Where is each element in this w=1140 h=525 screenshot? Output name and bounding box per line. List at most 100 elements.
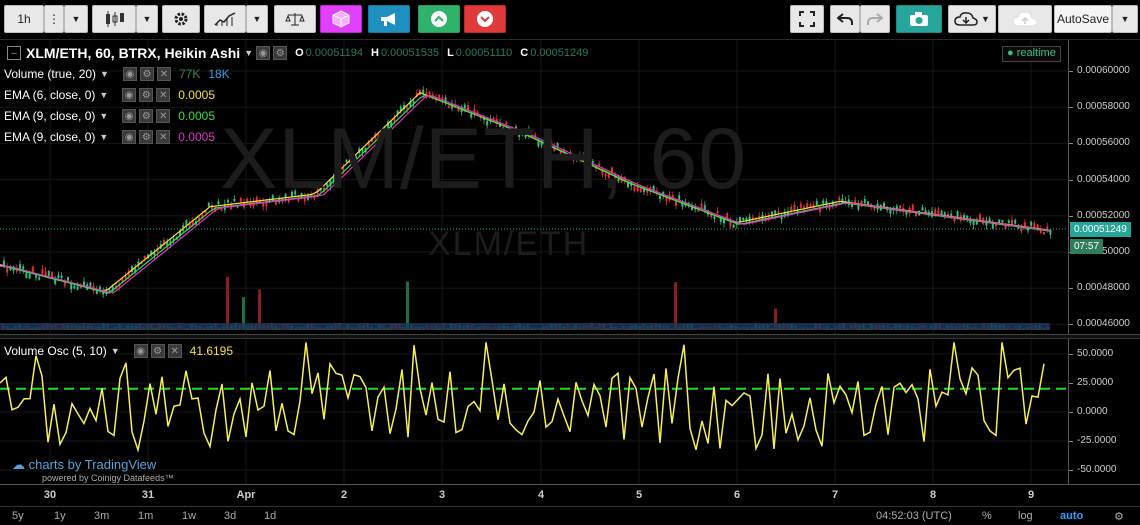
candle [265, 200, 268, 207]
candle [787, 211, 789, 216]
gear-icon[interactable]: ⚙ [139, 109, 154, 123]
redo-button[interactable] [860, 5, 890, 33]
osc-name[interactable]: Volume Osc (5, 10) [4, 344, 107, 358]
candle [239, 197, 242, 202]
oscillator-axis[interactable]: 50.0000 25.0000 0.0000 -25.0000 -50.0000 [1068, 339, 1140, 484]
chart-type-dropdown[interactable]: ▼ [136, 5, 158, 33]
candle [31, 266, 34, 272]
buy-button[interactable] [418, 5, 460, 33]
range-button-1m[interactable]: 1m [138, 510, 154, 522]
candle [335, 172, 338, 178]
save-layout-button[interactable] [998, 5, 1052, 33]
osc-axis-label: -25.0000 [1077, 435, 1117, 446]
price-axis-label: 0.00052000 [1077, 209, 1130, 221]
range-button-1y[interactable]: 1y [54, 510, 66, 522]
sell-button[interactable] [464, 5, 506, 33]
ohlc-key: C [520, 47, 529, 59]
eye-icon[interactable]: ◉ [122, 67, 137, 81]
announce-button[interactable] [368, 5, 410, 33]
compare-button[interactable] [274, 5, 316, 33]
undo-button[interactable] [830, 5, 860, 33]
gear-icon[interactable]: ⚙ [139, 67, 154, 81]
snapshot-button[interactable] [896, 5, 942, 33]
time-axis-label: 2 [340, 489, 348, 501]
eye-icon[interactable]: ◉ [122, 88, 137, 102]
gear-icon[interactable]: ⚙ [1114, 511, 1124, 523]
eye-icon[interactable]: ◉ [122, 109, 137, 123]
realtime-badge[interactable]: ● realtime [1002, 46, 1061, 62]
close-icon[interactable]: ✕ [167, 344, 182, 358]
range-button-3d[interactable]: 3d [224, 510, 237, 522]
candle [732, 224, 735, 228]
axis-tick [1069, 288, 1073, 290]
eye-icon[interactable]: ◉ [256, 46, 271, 60]
log-toggle[interactable]: log [1018, 510, 1033, 522]
tradingview-logo[interactable]: ☁ charts by TradingView [12, 457, 156, 473]
candle [697, 208, 700, 212]
gear-icon[interactable]: ⚙ [139, 88, 154, 102]
time-axis[interactable]: 30 31 Apr 2 3 4 5 6 7 8 9 [0, 484, 1140, 506]
indicators-button[interactable] [204, 5, 246, 33]
chevron-down-icon[interactable]: ▼ [244, 48, 254, 58]
cube-button[interactable] [320, 5, 362, 33]
range-button-1w[interactable]: 1w [182, 510, 197, 522]
candle [1011, 219, 1013, 226]
close-icon[interactable]: ✕ [156, 88, 171, 102]
candle [441, 96, 444, 102]
percent-toggle[interactable]: % [982, 510, 992, 522]
candle [780, 215, 783, 220]
candle [121, 278, 124, 282]
pane-divider[interactable] [0, 334, 1140, 339]
study-name[interactable]: EMA (6, close, 0) [4, 88, 96, 102]
gear-icon[interactable]: ⚙ [273, 46, 288, 60]
eye-icon[interactable]: ◉ [133, 344, 148, 358]
settings-button[interactable] [162, 5, 200, 33]
candle [467, 105, 469, 111]
study-name[interactable]: EMA (9, close, 0) [4, 130, 96, 144]
fullscreen-icon [799, 11, 815, 27]
load-layout-button[interactable]: ▼ [948, 5, 996, 33]
tradingview-text: charts by TradingView [28, 457, 157, 472]
chevron-down-icon[interactable]: ▼ [99, 132, 109, 142]
candle [332, 177, 335, 183]
main-chart-pane[interactable]: XLM/ETH, 60 XLM/ETH [0, 40, 1068, 334]
interval-button[interactable]: 1h [4, 5, 44, 33]
chart-type-button[interactable] [92, 5, 136, 33]
utc-clock[interactable]: 04:52:03 (UTC) [876, 510, 952, 522]
close-icon[interactable]: ✕ [156, 109, 171, 123]
chevron-down-icon[interactable]: ▼ [110, 346, 120, 356]
study-name[interactable]: Volume (true, 20) [4, 67, 97, 81]
range-button-3m[interactable]: 3m [94, 510, 110, 522]
interval-dropdown[interactable]: ▼ [64, 5, 88, 33]
indicators-dropdown[interactable]: ▼ [246, 5, 268, 33]
candle [262, 201, 265, 207]
study-legend-row: EMA (6, close, 0) ▼ ◉ ⚙ ✕ 0.0005 [4, 86, 215, 104]
candle [883, 202, 885, 208]
autosave-dropdown[interactable]: ▼ [1112, 5, 1138, 33]
autosave-button[interactable]: AutoSave [1054, 5, 1112, 33]
oscillator-pane[interactable] [0, 339, 1068, 484]
chevron-down-icon[interactable]: ▼ [99, 111, 109, 121]
fullscreen-button[interactable] [790, 5, 824, 33]
chevron-down-icon[interactable]: ▼ [99, 90, 109, 100]
auto-toggle[interactable]: auto [1060, 510, 1084, 522]
range-button-1d[interactable]: 1d [264, 510, 277, 522]
candle [255, 196, 258, 203]
eye-icon[interactable]: ◉ [122, 130, 137, 144]
close-icon[interactable]: ✕ [156, 67, 171, 81]
range-button-5y[interactable]: 5y [12, 510, 24, 522]
collapse-icon[interactable]: – [7, 46, 21, 60]
study-name[interactable]: EMA (9, close, 0) [4, 109, 96, 123]
candle [713, 216, 716, 219]
close-icon[interactable]: ✕ [156, 130, 171, 144]
chevron-down-icon[interactable]: ▼ [100, 69, 109, 79]
symbol-watermark-small: XLM/ETH [428, 225, 590, 263]
symbol-title[interactable]: XLM/ETH, 60, BTRX, Heikin Ashi [26, 45, 241, 61]
candle [675, 200, 677, 206]
price-axis[interactable]: 0.00060000 0.00058000 0.00056000 0.00054000… [1068, 40, 1140, 334]
candle [550, 140, 553, 145]
gear-icon[interactable]: ⚙ [139, 130, 154, 144]
gear-icon[interactable]: ⚙ [150, 344, 165, 358]
candle [719, 216, 722, 222]
more-vertical-icon[interactable]: ⋮ [44, 5, 64, 33]
